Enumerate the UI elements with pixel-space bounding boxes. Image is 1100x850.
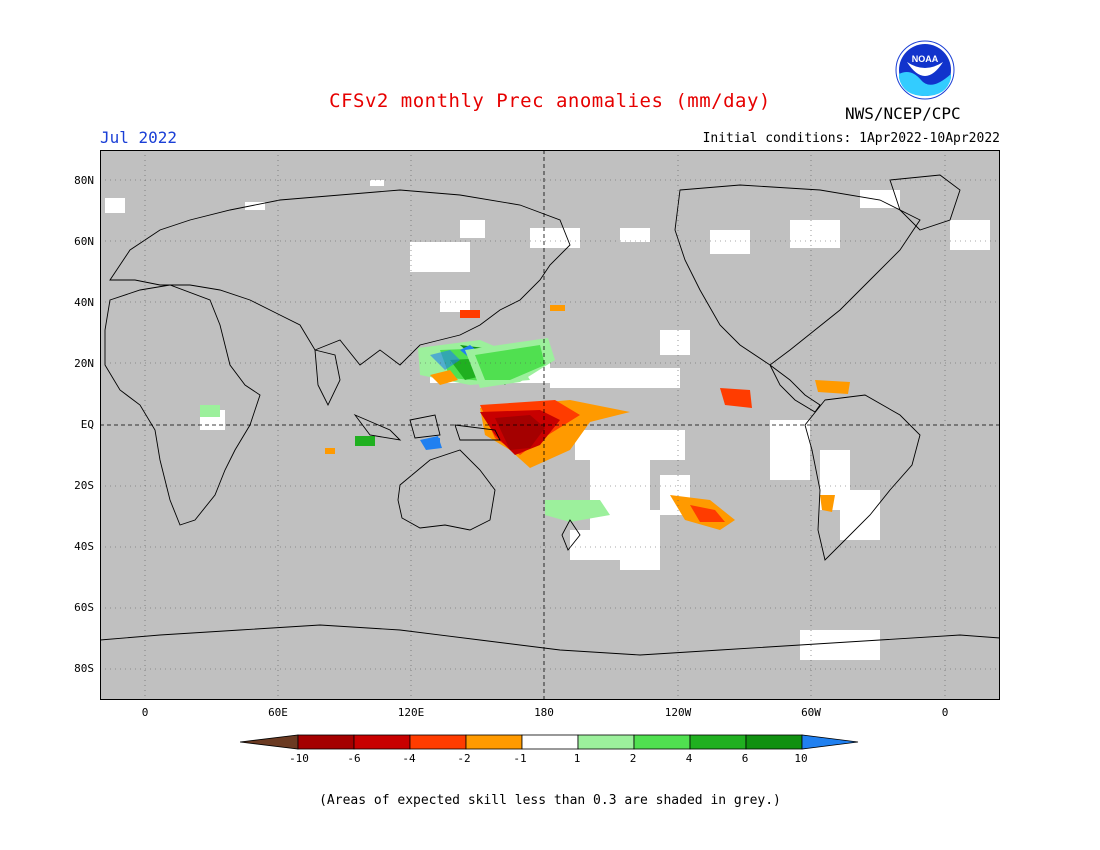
noaa-logo-icon: NOAA: [895, 40, 955, 100]
coastlines: [100, 174, 1000, 656]
colorbar-swatch: [465, 734, 523, 750]
logo-text: NOAA: [912, 54, 939, 64]
forecast-month: Jul 2022: [100, 128, 178, 147]
lat-label-eq: EQ: [80, 418, 94, 431]
colorbar-label: -2: [457, 752, 471, 765]
lon-label-60w: 60W: [801, 706, 821, 719]
colorbar-label: 10: [794, 752, 808, 765]
lat-label-80s: 80S: [74, 662, 94, 675]
lon-label-180: 180: [534, 706, 554, 719]
agency-label: NWS/NCEP/CPC: [845, 104, 961, 123]
reference-lines: [100, 150, 1000, 700]
lat-label-20s: 20S: [74, 479, 94, 492]
colorbar-left-arrow: [240, 734, 299, 750]
colorbar-swatch: [409, 734, 467, 750]
colorbar-label: -4: [402, 752, 416, 765]
lat-label-60n: 60N: [74, 235, 94, 248]
colorbar-label: -1: [513, 752, 527, 765]
colorbar-swatch: [353, 734, 411, 750]
colorbar-swatch: [689, 734, 747, 750]
lat-label-40n: 40N: [74, 296, 94, 309]
colorbar-swatch: [633, 734, 691, 750]
lon-label-0: 0: [141, 706, 149, 719]
colorbar-right-arrow: [801, 734, 859, 750]
colorbar-label: 2: [629, 752, 637, 765]
colorbar-label: 6: [741, 752, 749, 765]
colorbar: [240, 734, 859, 750]
precip-anomaly-map: [100, 150, 1000, 700]
dry-anomalies: [325, 305, 850, 530]
colorbar-swatch: [745, 734, 803, 750]
colorbar-label: -6: [347, 752, 361, 765]
lon-label-0-east: 0: [941, 706, 949, 719]
lat-label-80n: 80N: [74, 174, 94, 187]
initial-conditions: Initial conditions: 1Apr2022-10Apr2022: [702, 131, 1000, 146]
colorbar-label: 4: [685, 752, 693, 765]
lon-label-120e: 120E: [397, 706, 425, 719]
skill-footnote: (Areas of expected skill less than 0.3 a…: [319, 793, 781, 808]
map-title: CFSv2 monthly Prec anomalies (mm/day): [329, 90, 771, 112]
colorbar-swatch: [521, 734, 579, 750]
lon-label-120w: 120W: [664, 706, 692, 719]
lat-label-20n: 20N: [74, 357, 94, 370]
lat-label-60s: 60S: [74, 601, 94, 614]
colorbar-swatch: [577, 734, 635, 750]
lon-label-60e: 60E: [268, 706, 288, 719]
colorbar-swatch: [297, 734, 355, 750]
lat-label-40s: 40S: [74, 540, 94, 553]
colorbar-label: 1: [573, 752, 581, 765]
colorbar-label: -10: [289, 752, 309, 765]
